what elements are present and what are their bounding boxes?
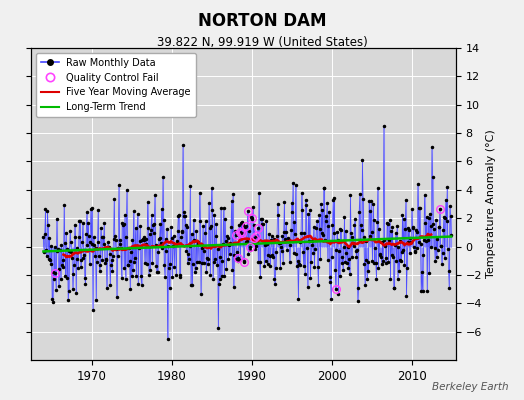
Text: 39.822 N, 99.919 W (United States): 39.822 N, 99.919 W (United States) <box>157 36 367 49</box>
Text: Berkeley Earth: Berkeley Earth <box>432 382 508 392</box>
Legend: Raw Monthly Data, Quality Control Fail, Five Year Moving Average, Long-Term Tren: Raw Monthly Data, Quality Control Fail, … <box>36 53 196 117</box>
Text: NORTON DAM: NORTON DAM <box>198 12 326 30</box>
Y-axis label: Temperature Anomaly (°C): Temperature Anomaly (°C) <box>486 130 496 278</box>
